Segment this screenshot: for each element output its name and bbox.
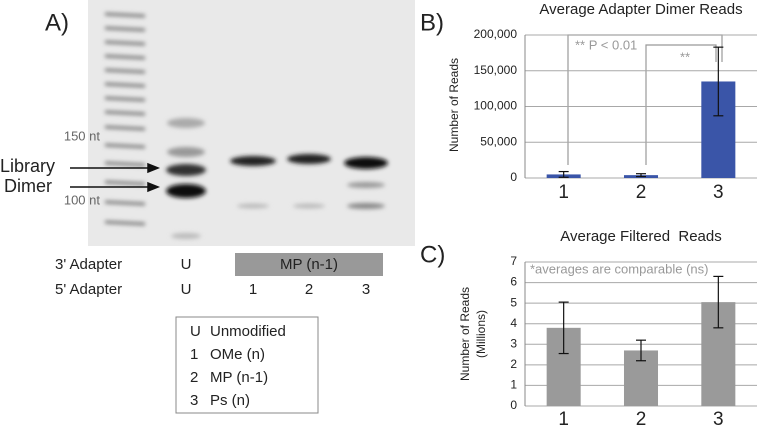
lane-label: 3: [362, 281, 370, 298]
x-tick-label: 1: [558, 182, 569, 203]
y-axis-label: (Millions): [474, 310, 488, 358]
legend-key: 2: [190, 369, 198, 386]
gel-bands: [104, 12, 388, 239]
y-tick-label: 100,000: [474, 99, 518, 113]
chart-title: Average Adapter Dimer Reads: [539, 1, 742, 18]
size-marker: 150 nt: [64, 128, 101, 143]
panel-label: A): [45, 9, 69, 36]
y-tick-label: 1: [510, 378, 517, 392]
legend-box: [175, 316, 319, 414]
y-tick-label: 4: [510, 316, 517, 330]
band-label: Dimer: [4, 176, 52, 196]
chart-title: Average Filtered Reads: [560, 228, 721, 245]
y-tick-label: 6: [510, 275, 517, 289]
lane-label: U: [181, 281, 192, 298]
legend-text: Unmodified: [210, 323, 286, 340]
gel-image: [88, 0, 415, 246]
panel-label: B): [420, 9, 444, 36]
y-tick-label: 7: [510, 254, 517, 268]
legend-key: 3: [190, 392, 198, 409]
lane-label: U: [181, 256, 192, 273]
row-label: 3' Adapter: [55, 256, 122, 273]
legend-key: 1: [190, 346, 198, 363]
lane-label: 1: [249, 281, 257, 298]
y-tick-label: 0: [510, 170, 517, 184]
y-tick-label: 50,000: [480, 134, 517, 148]
y-tick-label: 2: [510, 357, 517, 371]
x-tick-label: 3: [713, 409, 724, 430]
y-tick-label: 200,000: [474, 27, 518, 41]
adapter-box: [235, 253, 383, 276]
band-arrows: [70, 162, 161, 193]
annotation: **: [680, 49, 690, 64]
y-tick-label: 0: [510, 398, 517, 412]
legend-text: MP (n-1): [210, 369, 268, 386]
y-axis-label: Number of Reads: [447, 58, 461, 152]
y-tick-label: 150,000: [474, 63, 518, 77]
x-tick-label: 1: [558, 409, 569, 430]
annotation: ** P < 0.01: [575, 37, 637, 52]
size-marker: 100 nt: [64, 192, 101, 207]
band-label: Library: [0, 156, 55, 176]
x-tick-label: 3: [713, 182, 724, 203]
panel-label: C): [420, 241, 445, 268]
lane-label: 2: [305, 281, 313, 298]
legend-text: OMe (n): [210, 346, 265, 363]
x-tick-label: 2: [636, 182, 647, 203]
y-tick-label: 3: [510, 336, 517, 350]
x-tick-label: 2: [636, 409, 647, 430]
legend-text: Ps (n): [210, 392, 250, 409]
lane-label: MP (n-1): [280, 256, 338, 273]
annotation: *averages are comparable (ns): [530, 261, 708, 276]
legend-key: U: [190, 323, 201, 340]
y-axis-label: Number of Reads: [458, 287, 472, 381]
significance-bracket: [567, 34, 723, 165]
row-label: 5' Adapter: [55, 281, 122, 298]
y-tick-label: 5: [510, 295, 517, 309]
